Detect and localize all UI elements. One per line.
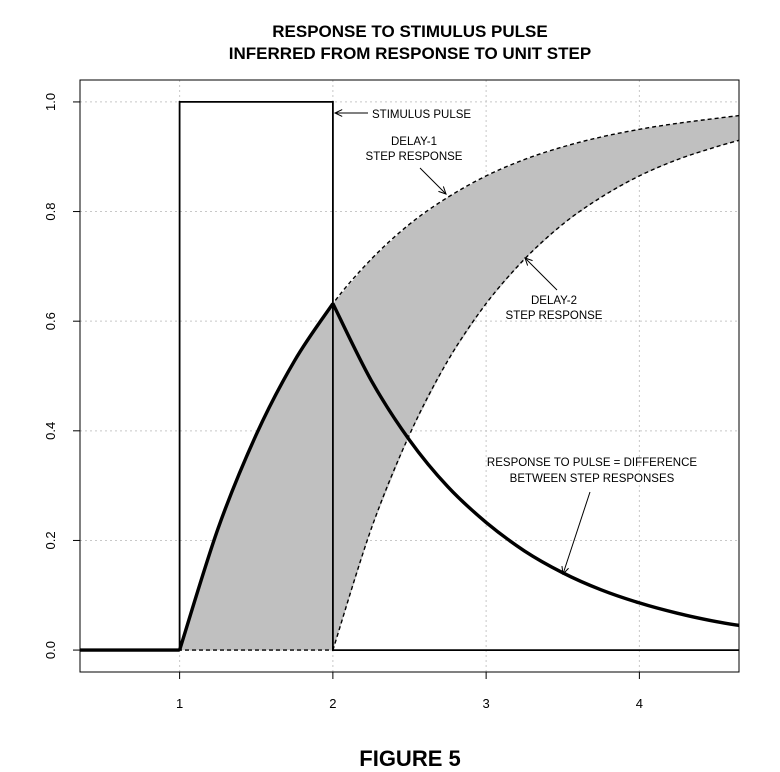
arrowhead-icon	[333, 109, 343, 117]
annotation-text: DELAY-1	[391, 136, 437, 148]
pulse-response-line	[177, 302, 335, 651]
annotation-text: STEP RESPONSE	[506, 310, 603, 322]
annotation-arrow	[524, 257, 558, 291]
figure-caption: FIGURE 5	[359, 746, 460, 771]
annotation-text: RESPONSE TO PULSE = DIFFERENCE	[487, 457, 697, 469]
y-axis: 0.0 0.2 0.4 0.6 0.8 1.0	[43, 93, 80, 659]
series-3	[80, 302, 740, 652]
annotation-text: STEP RESPONSE	[366, 151, 463, 163]
arrowhead-icon	[561, 566, 569, 576]
x-tick-label: 4	[636, 696, 643, 711]
chart-title-line-2: INFERRED FROM RESPONSE TO UNIT STEP	[229, 44, 591, 63]
y-tick-label: 0.4	[43, 422, 58, 440]
arrowhead-icon	[438, 186, 447, 195]
y-tick-label: 1.0	[43, 93, 58, 111]
annotation-text: BETWEEN STEP RESPONSES	[510, 473, 675, 485]
x-tick-label: 1	[176, 696, 183, 711]
x-axis: 1 2 3 4	[176, 672, 643, 711]
x-tick-label: 3	[483, 696, 490, 711]
y-tick-label: 0.2	[43, 531, 58, 549]
y-tick-label: 0.6	[43, 312, 58, 330]
annotations: STIMULUS PULSE DELAY-1 STEP RESPONSE DELAY-…	[333, 109, 697, 576]
step-response-line	[332, 139, 740, 651]
annotation-text: STIMULUS PULSE	[372, 109, 471, 121]
y-tick-label: 0.8	[43, 203, 58, 221]
difference-band	[179, 115, 740, 651]
annotation-arrow	[562, 491, 591, 575]
pulse-response-line	[331, 302, 740, 628]
y-tick-label: 0.0	[43, 641, 58, 659]
annotation-arrow	[419, 167, 447, 195]
plot-frame	[79, 79, 740, 673]
difference-band-area	[179, 115, 740, 651]
series-lines	[80, 101, 740, 652]
arrowhead-icon	[524, 257, 533, 266]
annotation-text: DELAY-2	[531, 295, 577, 307]
chart-title-line-1: RESPONSE TO STIMULUS PULSE	[272, 22, 548, 41]
x-tick-label: 2	[329, 696, 336, 711]
